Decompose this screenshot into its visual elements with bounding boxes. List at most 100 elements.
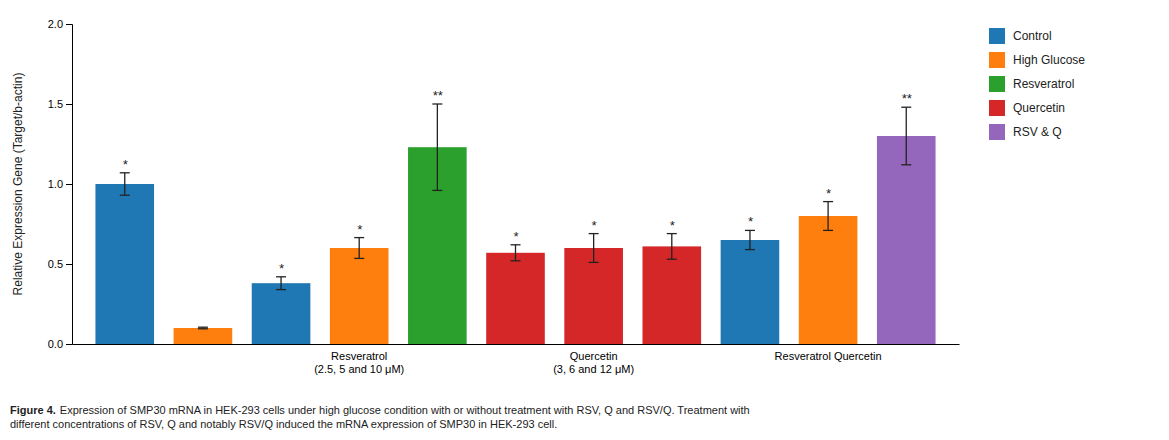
error-bar (749, 230, 750, 249)
error-cap (823, 230, 833, 231)
bar (877, 136, 936, 344)
significance-label: * (826, 186, 832, 201)
x-tick-label-line: Resveratrol Quercetin (775, 350, 882, 362)
error-cap (354, 258, 364, 259)
significance-label: * (279, 261, 285, 276)
legend-label: Quercetin (1013, 101, 1065, 115)
error-bar (827, 202, 828, 231)
error-cap (511, 260, 521, 261)
x-tick: Quercetin(3, 6 and 12 μM) (553, 344, 634, 375)
y-tick-mark (66, 344, 72, 345)
legend-label: Resveratrol (1013, 77, 1074, 91)
series (877, 107, 936, 344)
y-tick-label: 0.5 (48, 258, 63, 270)
error-bar (671, 234, 672, 260)
caption-bold: Figure 4. (10, 404, 56, 416)
y-axis-title: Relative Expression Gene (Target/b-actin… (11, 73, 25, 296)
y-tick-mark (66, 264, 72, 265)
legend-item: High Glucose (989, 52, 1085, 68)
significance-label: * (669, 218, 675, 233)
x-tick: Resveratrol(2.5, 5 and 10 μM) (314, 344, 404, 375)
y-tick-mark (66, 24, 72, 25)
y-axis-line (66, 25, 73, 345)
significance-label: ** (901, 91, 912, 106)
error-bar (437, 104, 438, 190)
y-tick-mark (66, 184, 72, 185)
legend-item: Resveratrol (989, 76, 1074, 92)
x-tick: Resveratrol Quercetin (775, 344, 882, 362)
significance-label: * (747, 214, 753, 229)
legend-swatch (989, 52, 1005, 68)
legend: ControlHigh GlucoseResveratrolQuercetinR… (989, 28, 1085, 140)
significance-label: * (513, 229, 519, 244)
x-tick-label-line: Quercetin (570, 350, 618, 362)
y-tick-label: 1.0 (48, 178, 63, 190)
y-tick: 2.0 (48, 18, 72, 30)
significance-label: * (122, 157, 128, 172)
error-cap (745, 230, 755, 231)
legend-swatch (989, 100, 1005, 116)
bar (252, 283, 311, 344)
x-tick-label: Quercetin(3, 6 and 12 μM) (553, 350, 634, 375)
plot: ************Resveratrol(2.5, 5 and 10 μM… (11, 18, 960, 375)
error-cap (901, 164, 911, 165)
caption-line: Expression of SMP30 mRNA in HEK-293 cell… (60, 404, 750, 416)
error-cap (667, 233, 677, 234)
series (486, 234, 701, 344)
x-tick-label-line: (3, 6 and 12 μM) (553, 363, 634, 375)
legend-label: High Glucose (1013, 53, 1085, 67)
error-cap (198, 327, 208, 328)
error-cap (667, 259, 677, 260)
error-bar (515, 245, 516, 261)
bar (721, 240, 780, 344)
error-cap (198, 328, 208, 329)
caption: Figure 4. Expression of SMP30 mRNA in HEK… (10, 404, 750, 430)
legend-swatch (989, 76, 1005, 92)
error-cap (120, 195, 130, 196)
x-axis-line (73, 344, 960, 345)
error-bar (593, 234, 594, 263)
bar (174, 328, 233, 344)
x-tick-label-line: (2.5, 5 and 10 μM) (314, 363, 404, 375)
error-cap (745, 249, 755, 250)
error-cap (432, 190, 442, 191)
significance-label: * (591, 218, 597, 233)
x-tick-label: Resveratrol(2.5, 5 and 10 μM) (314, 350, 404, 375)
error-cap (276, 276, 286, 277)
bar (799, 216, 858, 344)
bar (564, 248, 623, 344)
series (174, 202, 858, 344)
series (408, 104, 467, 344)
y-tick: 0.5 (48, 258, 72, 270)
marks (95, 104, 935, 344)
x-tick-label: Resveratrol Quercetin (775, 350, 882, 362)
significance-label: * (357, 222, 363, 237)
error-cap (901, 107, 911, 108)
bar (486, 253, 545, 344)
bar (642, 246, 701, 344)
error-cap (511, 244, 521, 245)
error-cap (354, 237, 364, 238)
error-cap (823, 201, 833, 202)
legend-label: RSV & Q (1013, 125, 1062, 139)
error-cap (589, 262, 599, 263)
y-tick: 0.0 (48, 338, 72, 350)
error-bar (124, 173, 125, 195)
x-tick-label-line: Resveratrol (331, 350, 387, 362)
error-bar (280, 277, 281, 290)
y-tick-label: 2.0 (48, 18, 63, 30)
significance-label: ** (432, 88, 443, 103)
legend-swatch (989, 124, 1005, 140)
legend-item: RSV & Q (989, 124, 1062, 140)
legend-swatch (989, 28, 1005, 44)
error-cap (120, 172, 130, 173)
error-bar (906, 107, 907, 165)
y-axis: 0.0 0.5 1.0 1.5 2.0 (48, 18, 73, 350)
error-cap (432, 103, 442, 104)
y-tick-mark (66, 104, 72, 105)
chart: ************Resveratrol(2.5, 5 and 10 μM… (0, 0, 1169, 440)
y-tick: 1.5 (48, 98, 72, 110)
labels: ************ (122, 88, 912, 276)
error-bar (359, 238, 360, 259)
error-cap (276, 289, 286, 290)
